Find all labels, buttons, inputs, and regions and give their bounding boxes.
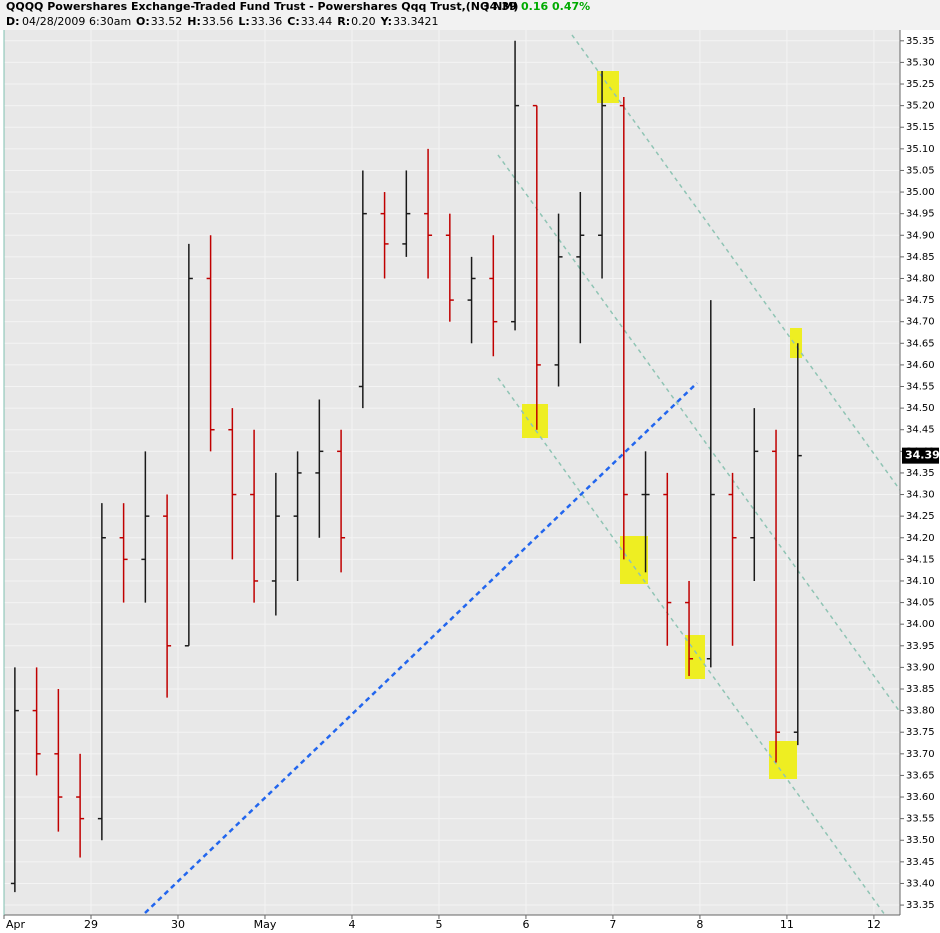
y-tick-label: 34.60 (906, 360, 935, 371)
y-tick-label: 34.20 (906, 533, 935, 544)
highlight (522, 404, 548, 438)
channel-line (497, 377, 886, 916)
field-label: L: (238, 15, 249, 28)
change: 0.16 (521, 0, 548, 13)
y-tick-label: 33.45 (906, 857, 935, 868)
y-tick-label: 34.00 (906, 619, 935, 630)
y-tick-label: 35.00 (906, 187, 935, 198)
field-value: 0.20 (351, 15, 376, 28)
x-tick-label: 4 (348, 918, 355, 931)
y-tick-label: 33.40 (906, 878, 935, 889)
date: 04/28/2009 (22, 15, 85, 28)
y-tick-label: 35.30 (906, 57, 935, 68)
y-tick-label: 33.60 (906, 792, 935, 803)
y-tick-label: 33.90 (906, 662, 935, 673)
y-tick-label: 34.95 (906, 209, 935, 220)
last-price: 34.39 (482, 0, 517, 13)
field-value: 33.44 (301, 15, 333, 28)
field-label: R: (337, 15, 350, 28)
highlight (790, 328, 802, 358)
field-value: 33.3421 (393, 15, 439, 28)
highlight (597, 71, 619, 103)
field-value: 33.56 (202, 15, 234, 28)
last-price-label: 34.39 (905, 449, 940, 462)
time: 6:30am (89, 15, 131, 28)
channel-line (571, 34, 901, 491)
y-tick-label: 34.05 (906, 598, 935, 609)
y-tick-label: 34.35 (906, 468, 935, 479)
y-tick-label: 35.15 (906, 122, 935, 133)
x-tick-label: Apr (6, 918, 26, 931)
grid (3, 30, 900, 915)
y-tick-label: 35.25 (906, 79, 935, 90)
field-label: C: (287, 15, 299, 28)
y-tick-label: 33.75 (906, 727, 935, 738)
field-label: H: (187, 15, 201, 28)
y-tick-label: 34.15 (906, 554, 935, 565)
change-pct: 0.47% (552, 0, 590, 13)
y-tick-label: 34.30 (906, 490, 935, 501)
symbol-line: QQQQ Powershares Exchange-Traded Fund Tr… (6, 0, 518, 13)
y-tick-label: 34.90 (906, 230, 935, 241)
bars (10, 40, 802, 893)
y-tick-label: 34.75 (906, 295, 935, 306)
drawings (144, 34, 901, 916)
x-tick-label: 5 (435, 918, 442, 931)
last-price-box (902, 447, 939, 464)
y-tick-label: 34.45 (906, 425, 935, 436)
x-tick-label: 30 (171, 918, 185, 931)
x-tick-label: 8 (696, 918, 703, 931)
header-bg (0, 0, 940, 30)
y-tick-label: 34.80 (906, 273, 935, 284)
x-tick-label: May (254, 918, 277, 931)
y-tick-label: 34.25 (906, 511, 935, 522)
y-tick-label: 33.65 (906, 770, 935, 781)
y-tick-label: 34.50 (906, 403, 935, 414)
y-tick-label: 35.20 (906, 101, 935, 112)
y-tick-label: 34.10 (906, 576, 935, 587)
x-tick-label: 6 (522, 918, 529, 931)
y-tick-label: 33.70 (906, 749, 935, 760)
y-tick-label: 33.55 (906, 814, 935, 825)
y-tick-label: 35.05 (906, 165, 935, 176)
highlight (620, 536, 648, 584)
highlight (685, 635, 705, 679)
y-tick-label: 33.50 (906, 835, 935, 846)
x-tick-label: 12 (867, 918, 881, 931)
channel-line (497, 154, 901, 713)
y-tick-label: 34.70 (906, 317, 935, 328)
highlight (769, 741, 797, 779)
y-tick-label: 33.95 (906, 641, 935, 652)
trend-line (144, 382, 698, 914)
x-tick-label: 29 (84, 918, 98, 931)
field-label: Y: (380, 15, 392, 28)
y-tick-label: 33.80 (906, 706, 935, 717)
field-value: 33.36 (251, 15, 283, 28)
field-value: 33.52 (151, 15, 183, 28)
x-tick-label: 7 (609, 918, 616, 931)
y-tick-label: 33.35 (906, 900, 935, 911)
y-tick-label: 34.55 (906, 382, 935, 393)
y-tick-label: 33.85 (906, 684, 935, 695)
date-label: D: (6, 15, 20, 28)
x-tick-label: 11 (780, 918, 794, 931)
y-tick-label: 34.85 (906, 252, 935, 263)
y-tick-label: 35.10 (906, 144, 935, 155)
field-label: O: (136, 15, 150, 28)
y-tick-label: 35.35 (906, 36, 935, 47)
y-tick-label: 34.65 (906, 338, 935, 349)
